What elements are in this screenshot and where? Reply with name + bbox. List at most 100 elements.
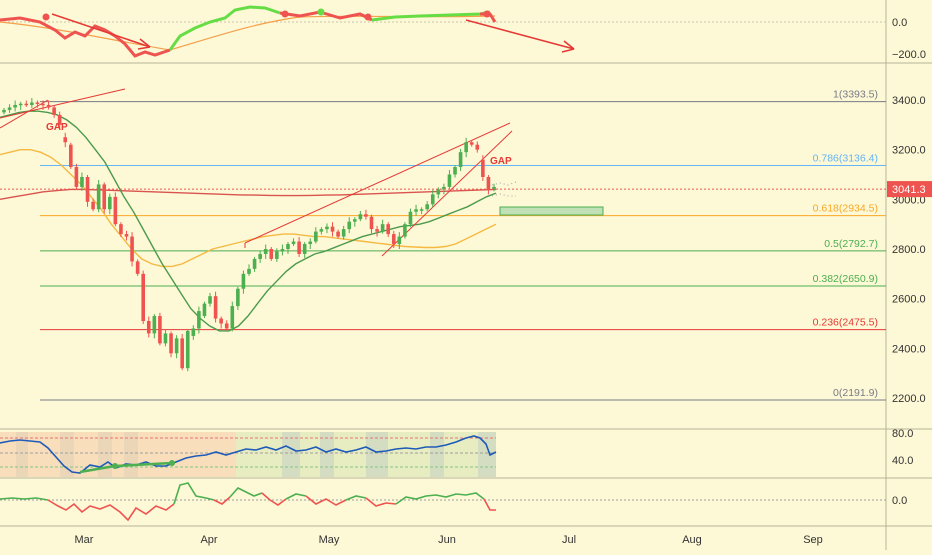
candle-body[interactable]	[280, 249, 285, 252]
candle-body[interactable]	[52, 107, 56, 115]
candle-body[interactable]	[63, 137, 68, 143]
target-zone-box[interactable]	[499, 206, 604, 216]
candle-body[interactable]	[169, 333, 173, 354]
bottom-oscillator-pane[interactable]: 0.0	[0, 482, 907, 522]
candle-body[interactable]	[13, 104, 17, 108]
candle-body[interactable]	[275, 251, 279, 259]
candle-body[interactable]	[336, 231, 340, 237]
candle-body[interactable]	[208, 296, 212, 304]
candle-body[interactable]	[130, 236, 134, 262]
candle-body[interactable]	[436, 189, 441, 195]
candle-body[interactable]	[369, 216, 374, 230]
candle-body[interactable]	[297, 241, 301, 254]
candle-body[interactable]	[230, 306, 235, 329]
candle-body[interactable]	[419, 209, 424, 211]
candle-body[interactable]	[481, 159, 485, 177]
candle-body[interactable]	[430, 194, 435, 205]
top-oscillator-pane[interactable]: 0.0 −200.0	[0, 5, 926, 61]
candle-body[interactable]	[224, 323, 229, 329]
candle-body[interactable]	[191, 328, 196, 336]
candle-body[interactable]	[414, 209, 418, 212]
candle-body[interactable]	[236, 288, 240, 307]
candle-body[interactable]	[119, 224, 123, 235]
candle-body[interactable]	[314, 231, 318, 242]
candlesticks[interactable]	[2, 98, 496, 372]
candle-body[interactable]	[80, 176, 84, 187]
candle-body[interactable]	[302, 244, 307, 254]
candle-body[interactable]	[286, 244, 290, 249]
candle-body[interactable]	[69, 144, 73, 168]
candle-body[interactable]	[403, 224, 407, 237]
candle-body[interactable]	[391, 234, 396, 245]
candle-body[interactable]	[352, 219, 357, 222]
candle-body[interactable]	[330, 226, 335, 232]
candle-body[interactable]	[24, 103, 29, 106]
channel-line-upper-left[interactable]	[0, 88, 126, 119]
candle-body[interactable]	[469, 142, 474, 145]
candle-body[interactable]	[102, 184, 107, 210]
price-pane[interactable]: 1(3393.5) 0.786(3136.4) 0.618(2934.5) 0.5(2…	[0, 88, 932, 405]
time-axis[interactable]: Mar Apr May Jun Jul Aug Sep	[75, 534, 823, 546]
candle-body[interactable]	[347, 221, 352, 230]
candle-body[interactable]	[7, 107, 12, 110]
candle-body[interactable]	[397, 236, 402, 245]
candle-body[interactable]	[319, 229, 324, 232]
candle-body[interactable]	[213, 296, 218, 319]
candle-body[interactable]	[152, 316, 157, 334]
candle-body[interactable]	[358, 214, 363, 220]
candle-body[interactable]	[252, 258, 257, 269]
candle-body[interactable]	[174, 338, 179, 354]
candle-body[interactable]	[46, 104, 51, 108]
candle-body[interactable]	[475, 144, 480, 150]
candle-body[interactable]	[258, 253, 262, 259]
candle-body[interactable]	[447, 174, 452, 187]
rsi-pane[interactable]: 80.0 40.0	[0, 428, 913, 477]
candle-body[interactable]	[113, 196, 118, 225]
candle-body[interactable]	[464, 142, 468, 153]
channel-line-lower-left[interactable]	[0, 99, 49, 129]
candle-body[interactable]	[263, 249, 268, 254]
candle-body[interactable]	[380, 224, 385, 232]
candle-body[interactable]	[408, 211, 413, 225]
candle-body[interactable]	[364, 214, 368, 217]
candle-body[interactable]	[85, 176, 90, 202]
candle-body[interactable]	[291, 241, 296, 245]
candle-body[interactable]	[458, 152, 463, 168]
candle-body[interactable]	[146, 321, 151, 334]
candle-body[interactable]	[247, 268, 251, 274]
candle-body[interactable]	[141, 273, 146, 322]
price-axis-ticks[interactable]: 3400.0 3200.0 3000.0 2800.0 2600.0 2400.0 2200…	[892, 95, 926, 405]
candle-body[interactable]	[386, 224, 391, 235]
candle-body[interactable]	[453, 167, 457, 175]
candle-body[interactable]	[30, 102, 34, 105]
candle-body[interactable]	[269, 249, 274, 259]
candle-body[interactable]	[325, 226, 329, 230]
candle-body[interactable]	[57, 114, 62, 125]
candle-body[interactable]	[74, 167, 79, 187]
candle-body[interactable]	[180, 338, 184, 369]
candle-body[interactable]	[124, 234, 129, 237]
candle-body[interactable]	[107, 196, 112, 210]
candle-body[interactable]	[375, 229, 379, 232]
fibonacci-retracement[interactable]: 1(3393.5) 0.786(3136.4) 0.618(2934.5) 0.5(2…	[40, 89, 886, 401]
candle-body[interactable]	[241, 273, 246, 289]
candle-body[interactable]	[442, 186, 446, 190]
candle-body[interactable]	[492, 186, 496, 190]
candle-body[interactable]	[219, 318, 223, 324]
candle-body[interactable]	[41, 103, 45, 106]
candle-body[interactable]	[425, 204, 429, 210]
candle-body[interactable]	[308, 241, 313, 245]
candle-body[interactable]	[18, 103, 23, 106]
candle-body[interactable]	[202, 303, 207, 317]
candle-body[interactable]	[185, 330, 190, 369]
candle-body[interactable]	[197, 311, 201, 329]
candle-body[interactable]	[96, 184, 101, 210]
candle-body[interactable]	[35, 102, 40, 104]
candle-body[interactable]	[135, 261, 140, 274]
candle-body[interactable]	[158, 316, 162, 344]
candle-body[interactable]	[2, 109, 6, 113]
candle-body[interactable]	[91, 201, 95, 210]
candle-body[interactable]	[486, 176, 491, 190]
candle-body[interactable]	[341, 229, 346, 237]
candle-body[interactable]	[163, 333, 168, 344]
